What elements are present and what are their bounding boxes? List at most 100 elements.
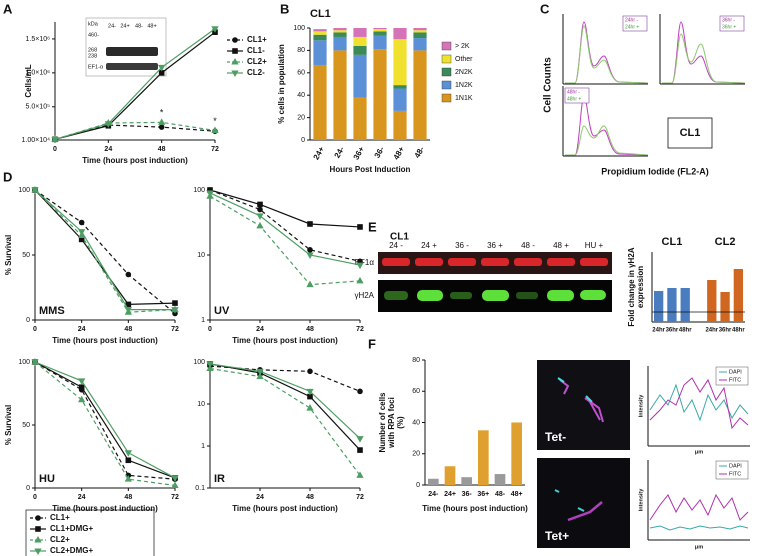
bar (444, 466, 456, 485)
inset-loading: EF1-α (88, 64, 104, 70)
legend-label: 1N1K (455, 95, 473, 102)
marker (125, 301, 132, 308)
x-tick-label: 0 (53, 146, 57, 153)
x-axis-label: Time (hours post induction) (52, 336, 158, 345)
lane-label: 48 - (521, 241, 535, 250)
legend-label: Other (455, 56, 473, 63)
marker (306, 252, 314, 260)
legend-label: 48hr - (567, 89, 580, 95)
x-axis-label: Time (hours post induction) (52, 504, 158, 513)
x-tick-label: 48 (158, 146, 166, 153)
y-tick-label: 1 (201, 317, 205, 324)
row-label: EF1α (355, 258, 375, 267)
legend-label: CL2+ (247, 57, 267, 66)
bar (720, 292, 730, 322)
lane-label: 48 + (553, 241, 569, 250)
x-axis-label: Time (hours post induction) (232, 336, 338, 345)
x-tick-label: 72 (356, 494, 364, 501)
marker (171, 475, 179, 482)
marker (306, 404, 314, 411)
x-tick-label: 36- (373, 145, 387, 160)
series-line (34, 189, 175, 311)
inset-lane: 24- (108, 23, 116, 29)
marker (78, 395, 86, 403)
panel-annotation: IR (214, 473, 225, 485)
legend-label: 36hr + (722, 24, 736, 30)
x-tick-label: 24 (256, 494, 264, 501)
marker (211, 26, 219, 33)
bar-segment (393, 28, 407, 40)
micrographs: Tet- Tet+ (537, 360, 630, 548)
series-line (34, 361, 176, 480)
y-tick-label: 10 (197, 252, 205, 259)
lane-label: 36 + (487, 241, 503, 250)
legend-label: CL1+ (247, 35, 267, 44)
bar-segment (353, 45, 367, 55)
legend-label: CL1+DMG+ (50, 524, 93, 533)
x-tick-label: 24 (78, 326, 86, 333)
x-tick-label: 36+ (477, 491, 489, 498)
marker (256, 213, 264, 220)
y-tick-label: 100 (18, 359, 30, 366)
y-tick-label: 1 (201, 443, 205, 450)
lane-label: 24 - (389, 241, 403, 250)
x-tick-label: 48hr (679, 328, 692, 334)
bar-segment (393, 110, 407, 140)
y-tick-label: 1.5×10⁶ (26, 36, 51, 43)
significance: * (160, 108, 164, 118)
legend-swatch (441, 80, 452, 90)
marker (356, 276, 364, 284)
axis-label: Intensity (638, 488, 644, 512)
x-tick-label: 48- (413, 145, 427, 160)
bar-segment (313, 31, 327, 35)
x-axis-label: Hours Post Induction (330, 165, 411, 174)
y-axis-label: (%) (396, 416, 405, 429)
series-line (209, 192, 361, 266)
marker (357, 224, 363, 230)
marker (34, 535, 42, 543)
lane-label: 36 - (455, 241, 469, 250)
x-tick-label: 0 (33, 326, 37, 333)
x-tick-label: 24hr (705, 328, 718, 334)
marker (125, 457, 132, 464)
y-tick-label: 40 (297, 92, 305, 99)
series-line (34, 361, 176, 479)
bar-segment (373, 49, 387, 140)
significance: * (213, 116, 217, 126)
y-axis-label: Cells/mL (24, 64, 33, 97)
series-line (209, 363, 361, 451)
cell-line-label: CL1 (680, 127, 701, 139)
series-line (209, 363, 361, 440)
marker (31, 187, 39, 195)
inset-blot: kDa 460- 268 238 EF1-α 24- 24+ 48- 48+ (85, 17, 167, 77)
y-tick-label: 1.00×10⁴ (21, 137, 50, 144)
marker (104, 121, 112, 128)
y-tick-label: 20 (412, 451, 420, 458)
marker (206, 361, 214, 368)
legend-label: CL2- (247, 68, 265, 77)
legend-label: CL1+ (50, 513, 70, 522)
legend-swatch (441, 41, 452, 51)
y-tick-label: 1.0×10⁶ (26, 70, 51, 77)
series-line (34, 361, 176, 487)
y-axis-label: % cells in population (277, 44, 286, 124)
y-axis-label: with RPA foci (387, 397, 396, 449)
x-axis-label: Time (hours post induction) (232, 504, 338, 513)
x-tick-label: 36hr (719, 328, 732, 334)
bar (707, 280, 717, 322)
legend-label: 1N2K (455, 82, 473, 89)
x-tick-label: 24+ (312, 145, 327, 162)
marker (211, 126, 219, 134)
legend-swatch (441, 54, 452, 64)
series-line (34, 189, 176, 306)
panel-letter: D (3, 169, 12, 184)
bar-segment (373, 31, 387, 36)
bar-segment (353, 97, 367, 140)
x-axis-label: Time (hours post induction) (422, 504, 528, 513)
x-tick-label: 24 (256, 326, 264, 333)
legend-swatch (441, 93, 452, 103)
marker (206, 364, 214, 372)
bar (667, 288, 677, 322)
inset-lane: 48- (135, 23, 143, 29)
bar-segment (353, 36, 367, 46)
